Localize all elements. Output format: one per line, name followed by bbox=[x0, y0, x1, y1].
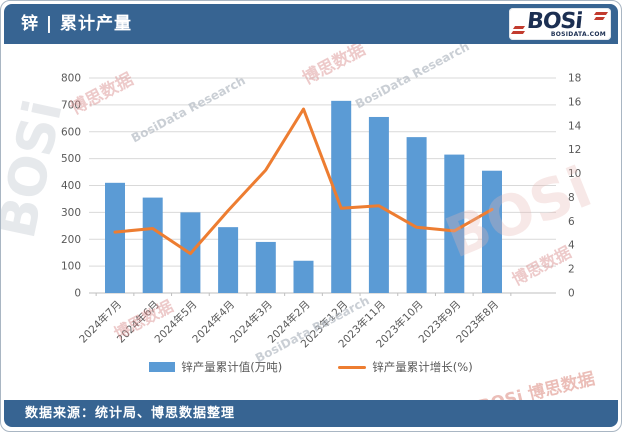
bar bbox=[406, 137, 427, 293]
footer-bar: 数据来源：统计局、博思数据整理 bbox=[4, 400, 618, 427]
x-axis-labels: 2024年7月2024年6月2024年5月2024年4月2024年3月2024年… bbox=[76, 298, 501, 350]
bar bbox=[142, 197, 163, 293]
logo-domain-text: BOSIDATA.COM bbox=[550, 31, 606, 38]
left-axis-tick-label: 500 bbox=[61, 153, 81, 165]
left-axis-labels: 0 100 200 300 400 500 600 700 800 bbox=[61, 73, 81, 300]
left-axis-tick-label: 400 bbox=[61, 180, 81, 192]
left-axis-tick-label: 200 bbox=[61, 234, 81, 246]
bar-series bbox=[105, 100, 502, 293]
bar bbox=[482, 170, 502, 293]
right-axis-tick-label: 16 bbox=[568, 96, 582, 108]
bar-swatch-icon bbox=[149, 362, 176, 372]
chart-legend: 锌产量累计值(万吨) 锌产量累计增长(%) bbox=[1, 359, 621, 375]
left-axis-tick-label: 100 bbox=[61, 261, 81, 273]
legend-item-line-series: 锌产量累计增长(%) bbox=[338, 359, 473, 375]
left-axis-tick-label: 600 bbox=[61, 126, 81, 138]
right-axis-tick-label: 10 bbox=[568, 168, 581, 180]
right-axis-tick-label: 4 bbox=[568, 240, 575, 252]
line-series bbox=[113, 107, 494, 256]
bar bbox=[255, 241, 276, 293]
left-axis-tick-label: 800 bbox=[61, 73, 81, 85]
legend-label-bar: 锌产量累计值(万吨) bbox=[181, 360, 283, 374]
legend-label-line: 锌产量累计增长(%) bbox=[372, 360, 473, 374]
combo-chart: 0 100 200 300 400 500 600 700 800 0 2 4 6 8 10 12 14 16 18… bbox=[61, 73, 582, 351]
bar bbox=[218, 227, 239, 293]
logo-stripe-icon bbox=[510, 31, 526, 34]
bar bbox=[444, 154, 465, 293]
logo-stripe-icon bbox=[593, 17, 606, 20]
left-axis-tick-label: 0 bbox=[74, 288, 81, 300]
right-axis-labels: 0 2 4 6 8 10 12 14 16 18 bbox=[568, 73, 582, 300]
right-axis-tick-label: 2 bbox=[568, 264, 575, 276]
left-axis-tick-label: 700 bbox=[61, 99, 81, 111]
right-axis-tick-label: 14 bbox=[568, 120, 582, 132]
header-bar: 锌 | 累计产量 BOSi BOSIDATA.COM bbox=[4, 4, 618, 44]
right-axis-tick-label: 12 bbox=[568, 144, 581, 156]
right-axis-tick-label: 18 bbox=[568, 73, 581, 85]
data-source-text: 数据来源：统计局、博思数据整理 bbox=[25, 406, 236, 421]
bar bbox=[331, 100, 352, 293]
right-axis-tick-label: 8 bbox=[568, 192, 575, 204]
line-swatch-icon bbox=[338, 365, 367, 369]
legend-item-bar-series: 锌产量累计值(万吨) bbox=[149, 359, 282, 375]
logo-stripe-icon bbox=[593, 12, 609, 15]
bar bbox=[293, 260, 314, 293]
right-axis-tick-label: 0 bbox=[568, 288, 575, 300]
logo-stripe-icon bbox=[512, 26, 526, 29]
page-title: 锌 | 累计产量 bbox=[21, 14, 133, 34]
right-axis-tick-label: 6 bbox=[568, 216, 575, 228]
bar bbox=[105, 182, 125, 293]
left-axis-tick-label: 300 bbox=[61, 207, 81, 219]
bosi-logo: BOSi BOSIDATA.COM bbox=[509, 8, 611, 40]
